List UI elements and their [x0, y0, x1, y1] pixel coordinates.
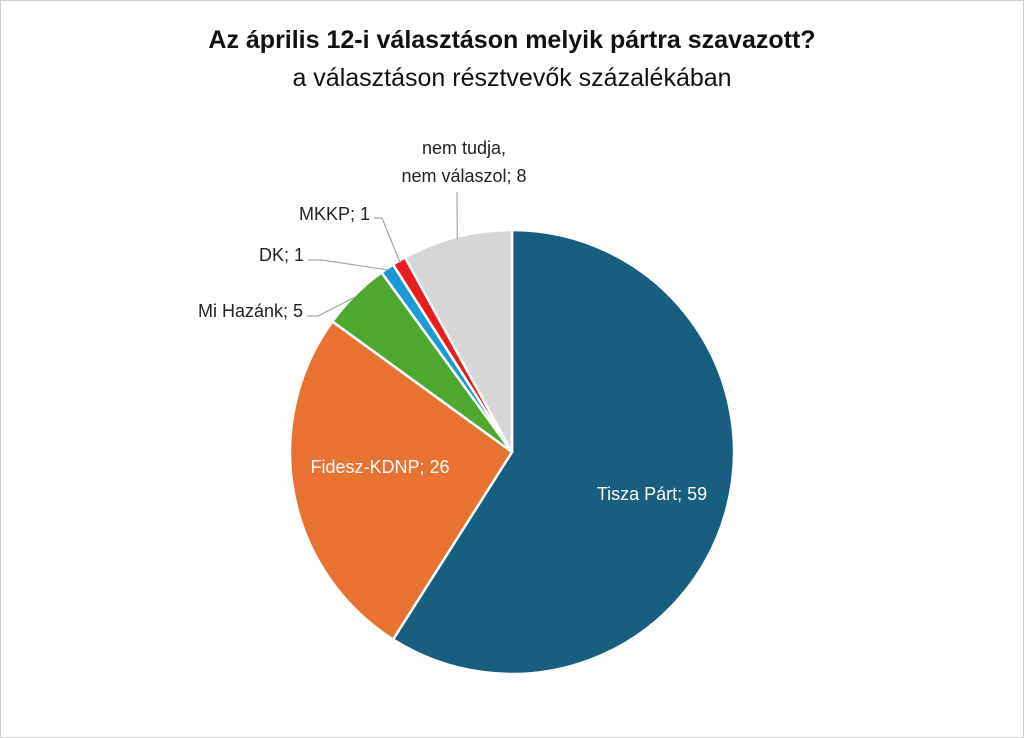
leader-line: [307, 295, 357, 317]
chart-subtitle: a választáson résztvevők százalékában: [292, 64, 732, 92]
slice-label-nem-tudja-1: nem tudja,: [422, 138, 506, 158]
slice-label-dk: DK; 1: [259, 245, 304, 265]
slice-label-mi-hazank: Mi Hazánk; 5: [198, 301, 303, 321]
chart-title: Az április 12-i választáson melyik pártr…: [208, 26, 816, 54]
leader-line: [308, 259, 389, 271]
pie-slices: [288, 228, 736, 676]
slice-label-mkkp: MKKP; 1: [299, 204, 370, 224]
slice-label-fidesz: Fidesz-KDNP; 26: [310, 457, 449, 477]
slice-label-nem-tudja-2: nem válaszol; 8: [401, 166, 526, 186]
pie-slice-fidesz-kdnp: [288, 320, 514, 641]
leader-line: [374, 217, 401, 263]
slice-label-tisza: Tisza Párt; 59: [597, 484, 707, 504]
leader-lines: [307, 191, 458, 317]
pie-slice-tisza-p-rt: [391, 228, 736, 676]
